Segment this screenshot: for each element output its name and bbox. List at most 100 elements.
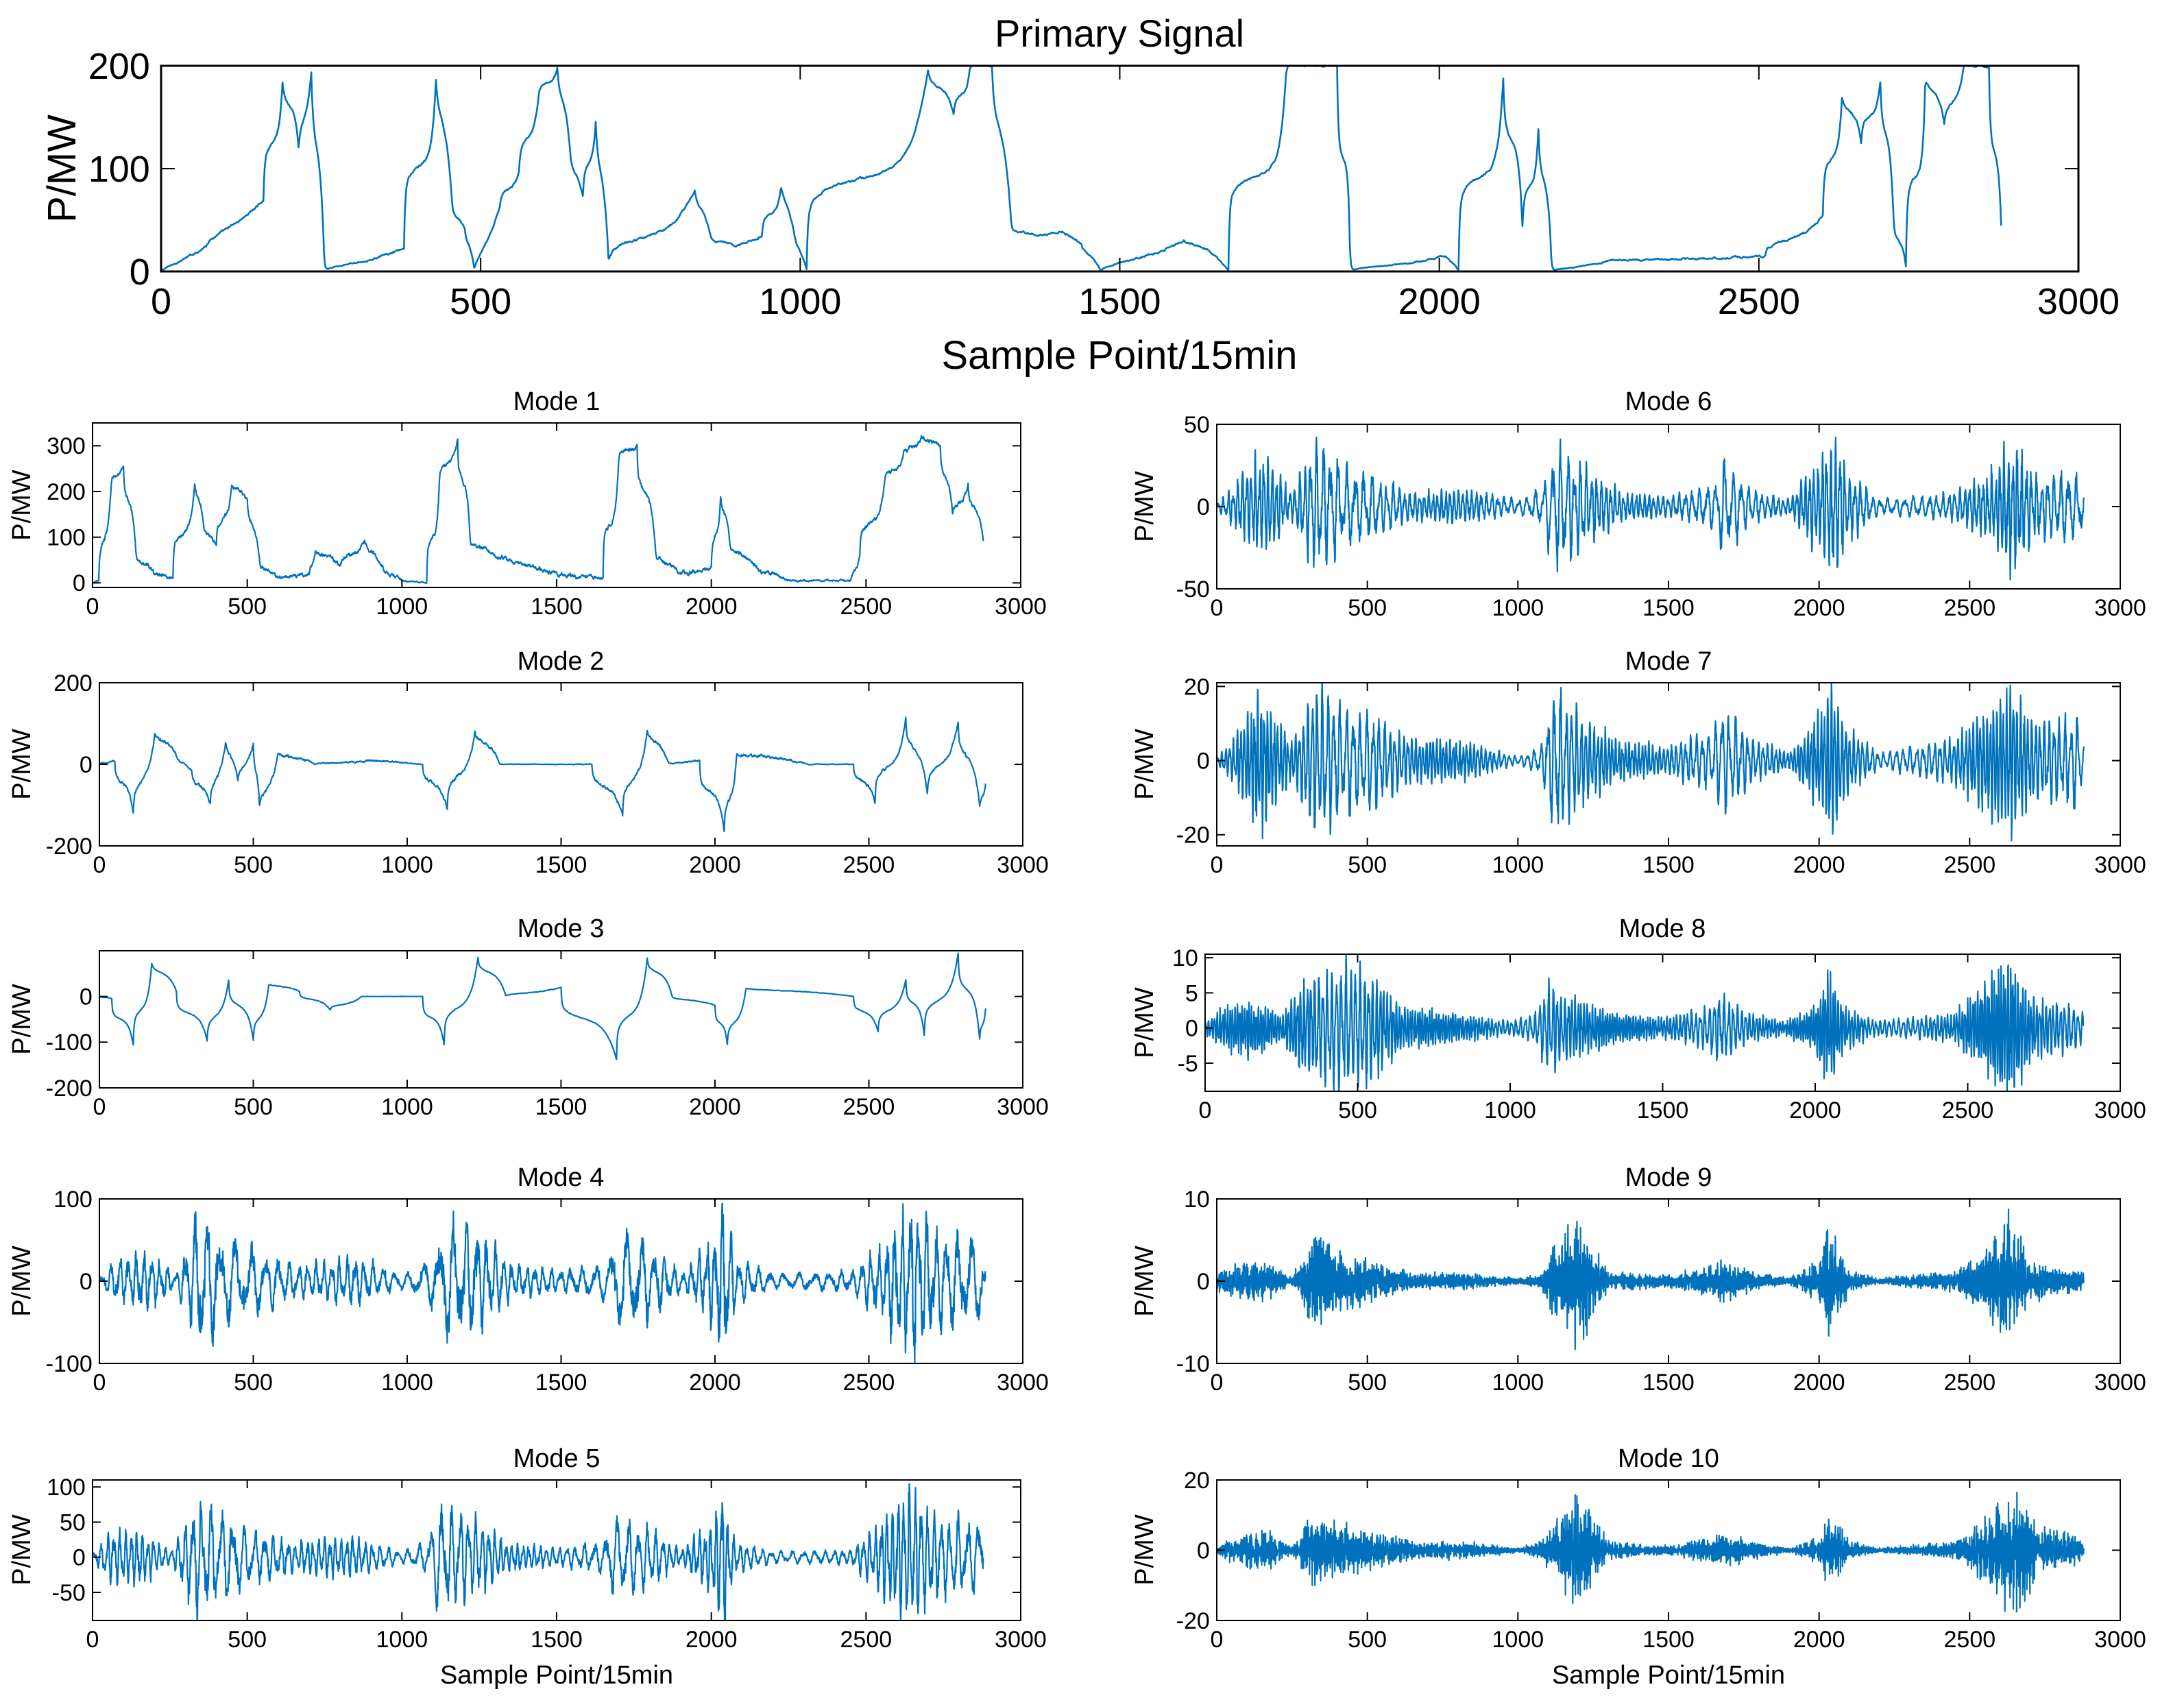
x-tick-label: 2000 (1793, 852, 1845, 878)
y-tick-label: 0 (1185, 1016, 1198, 1042)
y-tick-label: 200 (47, 479, 86, 505)
x-tick-label: 2500 (1944, 1370, 1996, 1396)
series-line (1215, 436, 2085, 581)
x-tick-label: 3000 (995, 594, 1047, 620)
x-tick-label: 2500 (1944, 1627, 1996, 1653)
y-axis-label: P/MW (1130, 1514, 1159, 1586)
chart-mode-2: Mode 2 P/MW 0 500 1000 1500 2000 2500 3000 -200… (8, 647, 1049, 878)
series-line (91, 435, 984, 585)
y-tick-label: 50 (1184, 412, 1210, 438)
chart-mode-1: Mode 1 P/MW 0 500 1000 1500 2000 2500 3000 0 100… (8, 387, 1047, 620)
x-tick-label: 3000 (2094, 595, 2146, 621)
y-tick-label: -5 (1178, 1051, 1198, 1077)
chart-title: Mode 5 (513, 1444, 600, 1473)
x-tick-label: 2000 (1793, 1370, 1845, 1396)
chart-mode-5: Mode 5 Sample Point/15min P/MW 0 500 1000 1… (8, 1444, 1047, 1690)
x-tick-label: 3000 (2094, 1097, 2146, 1124)
chart-title: Mode 2 (518, 647, 605, 676)
x-tick-label: 0 (93, 1370, 106, 1396)
x-tick-label: 2000 (1793, 1627, 1845, 1653)
y-tick-label: 0 (80, 1269, 93, 1295)
x-tick-label: 0 (1211, 1370, 1224, 1396)
series-line (91, 1483, 984, 1622)
series-line (98, 1202, 986, 1363)
x-tick-label: 0 (1211, 595, 1224, 621)
chart-title: Mode 7 (1625, 647, 1712, 676)
x-tick-label: 1500 (1642, 852, 1695, 878)
x-tick-label: 0 (151, 281, 171, 322)
x-tick-label: 1000 (381, 1370, 433, 1396)
y-tick-label: 100 (47, 1474, 86, 1501)
y-tick-label: 0 (80, 984, 93, 1010)
series-line (1204, 953, 2085, 1093)
y-axis-label: P/MW (40, 114, 84, 223)
x-tick-label: 500 (234, 852, 273, 878)
x-tick-label: 500 (1348, 852, 1387, 878)
chart-title: Mode 8 (1619, 914, 1706, 943)
x-tick-label: 3000 (997, 852, 1049, 878)
plot-frame (99, 950, 1023, 1089)
x-tick-label: 1000 (1492, 852, 1544, 878)
x-tick-label: 500 (1348, 1627, 1387, 1653)
x-tick-label: 2500 (840, 1627, 893, 1653)
x-axis-label: Sample Point/15min (941, 333, 1297, 378)
x-tick-label: 2500 (1718, 281, 1800, 322)
y-tick-label: -10 (1176, 1351, 1210, 1377)
x-tick-label: 3000 (2094, 1627, 2146, 1653)
x-tick-label: 1000 (1492, 1627, 1544, 1653)
y-tick-label: 200 (53, 670, 93, 696)
y-tick-label: -100 (46, 1351, 93, 1377)
y-tick-label: -200 (46, 834, 93, 860)
y-tick-label: -100 (46, 1030, 93, 1056)
y-axis-label: P/MW (8, 729, 36, 800)
x-tick-label: 500 (228, 594, 267, 620)
x-tick-label: 0 (1211, 852, 1224, 878)
chart-mode-8: Mode 8 P/MW 0 500 1000 1500 2000 2500 3000-505… (1130, 914, 2146, 1124)
y-axis-label: P/MW (8, 984, 36, 1055)
chart-title: Mode 6 (1625, 387, 1712, 416)
x-tick-label: 1000 (381, 852, 433, 878)
series-line (1215, 1209, 2085, 1350)
series-line (1215, 1492, 2085, 1613)
chart-title: Mode 1 (513, 387, 600, 416)
chart-title: Mode 4 (518, 1163, 605, 1192)
y-axis-label: P/MW (8, 1246, 36, 1317)
x-tick-label: 1500 (535, 1370, 587, 1396)
y-axis-label: P/MW (1130, 471, 1159, 542)
y-tick-label: 100 (47, 525, 86, 551)
y-tick-label: 0 (80, 752, 93, 778)
x-tick-label: 500 (1338, 1097, 1377, 1124)
x-tick-label: 2000 (689, 1094, 741, 1120)
chart-title: Mode 3 (518, 914, 605, 943)
x-tick-label: 1000 (376, 1627, 428, 1653)
x-tick-label: 500 (1348, 595, 1387, 621)
y-tick-label: 0 (1197, 494, 1210, 520)
x-tick-label: 1500 (1642, 1370, 1695, 1396)
y-axis-label: P/MW (8, 1514, 36, 1586)
x-tick-label: 1000 (1492, 1370, 1544, 1396)
x-tick-label: 1000 (376, 594, 428, 620)
x-axis-label: Sample Point/15min (1552, 1661, 1785, 1690)
x-tick-label: 500 (1348, 1370, 1387, 1396)
x-tick-label: 2000 (689, 852, 741, 878)
x-tick-label: 500 (450, 281, 511, 322)
x-tick-label: 0 (86, 594, 99, 620)
x-tick-label: 1500 (535, 852, 587, 878)
x-tick-label: 500 (228, 1627, 267, 1653)
x-tick-label: 500 (234, 1094, 273, 1120)
y-tick-label: 10 (1172, 945, 1198, 971)
x-tick-label: 2500 (843, 852, 895, 878)
x-tick-label: 2500 (840, 594, 893, 620)
series-line (98, 716, 986, 832)
x-tick-label: 1500 (1642, 1627, 1695, 1653)
x-tick-label: 500 (234, 1370, 273, 1396)
x-axis-label: Sample Point/15min (440, 1661, 673, 1690)
x-tick-label: 3000 (2037, 281, 2120, 322)
y-tick-label: -200 (46, 1076, 93, 1102)
x-tick-label: 3000 (997, 1094, 1049, 1120)
series-line (160, 64, 2002, 273)
y-tick-label: 5 (1185, 980, 1198, 1006)
plot-frame (92, 1479, 1021, 1621)
series-line (1215, 681, 2085, 842)
